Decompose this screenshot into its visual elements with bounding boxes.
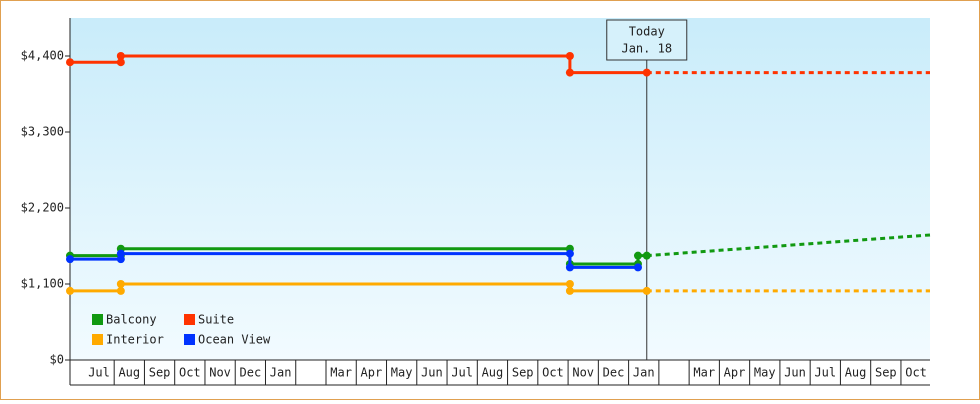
x-tick-label: Jun bbox=[784, 366, 806, 380]
series-line bbox=[70, 252, 638, 269]
point bbox=[565, 52, 574, 60]
plot-area bbox=[70, 18, 930, 360]
point bbox=[116, 280, 125, 288]
point bbox=[116, 286, 125, 295]
point bbox=[633, 263, 642, 272]
x-tick-label: Jul bbox=[88, 366, 110, 380]
x-tick-label: Dec bbox=[603, 366, 625, 380]
x-tick-label: Nov bbox=[209, 366, 231, 380]
x-tick-label: Oct bbox=[542, 366, 564, 380]
x-tick-label: Jul bbox=[814, 366, 836, 380]
x-tick-label: Dec bbox=[240, 366, 262, 380]
point bbox=[565, 249, 574, 258]
x-tick-label: Sep bbox=[512, 366, 534, 380]
legend-swatch bbox=[184, 314, 195, 325]
point bbox=[633, 251, 642, 260]
legend-swatch bbox=[92, 314, 103, 325]
x-tick-label: Jan bbox=[270, 366, 292, 380]
point bbox=[642, 68, 651, 77]
point bbox=[66, 286, 74, 295]
point bbox=[565, 68, 574, 77]
legend-swatch bbox=[184, 334, 195, 345]
y-tick-label: $1,100 bbox=[21, 277, 64, 291]
x-tick-label: Apr bbox=[724, 366, 746, 380]
today-label: Jan. 18 bbox=[621, 42, 672, 56]
x-tick-label: Mar bbox=[693, 366, 715, 380]
x-tick-label: Oct bbox=[905, 366, 927, 380]
series-line bbox=[70, 282, 647, 293]
y-tick-label: $2,200 bbox=[21, 201, 64, 215]
point bbox=[642, 286, 651, 295]
forecast-line bbox=[646, 233, 931, 258]
y-tick-label: $4,400 bbox=[21, 49, 64, 63]
legend-label: Suite bbox=[198, 313, 234, 327]
legend-label: Interior bbox=[106, 333, 164, 347]
x-tick-label: May bbox=[754, 366, 776, 380]
point bbox=[116, 52, 125, 60]
x-tick-label: Jun bbox=[421, 366, 443, 380]
x-tick-label: Mar bbox=[330, 366, 352, 380]
x-tick-label: Sep bbox=[875, 366, 897, 380]
x-tick-label: Aug bbox=[482, 366, 504, 380]
y-tick-label: $3,300 bbox=[21, 125, 64, 139]
point bbox=[642, 251, 651, 260]
x-tick-label: Nov bbox=[572, 366, 594, 380]
legend-label: Ocean View bbox=[198, 333, 271, 347]
legend-label: Balcony bbox=[106, 313, 157, 327]
point bbox=[66, 255, 74, 264]
today-box bbox=[606, 19, 688, 61]
point bbox=[66, 58, 74, 67]
today-label: Today bbox=[629, 25, 665, 39]
point bbox=[565, 280, 574, 288]
x-tick-label: May bbox=[391, 366, 413, 380]
point bbox=[565, 286, 574, 295]
legend-swatch bbox=[92, 334, 103, 345]
x-tick-label: Aug bbox=[845, 366, 867, 380]
x-tick-label: Jul bbox=[451, 366, 473, 380]
x-tick-label: Aug bbox=[118, 366, 140, 380]
y-tick-label: $0 bbox=[50, 353, 64, 367]
x-tick-label: Oct bbox=[179, 366, 201, 380]
point bbox=[116, 249, 125, 258]
point bbox=[565, 263, 574, 272]
series-line bbox=[70, 54, 647, 75]
x-tick-label: Apr bbox=[361, 366, 383, 380]
x-tick-label: Jan bbox=[633, 366, 655, 380]
point bbox=[116, 255, 125, 264]
x-tick-label: Sep bbox=[149, 366, 171, 380]
point bbox=[116, 58, 125, 67]
